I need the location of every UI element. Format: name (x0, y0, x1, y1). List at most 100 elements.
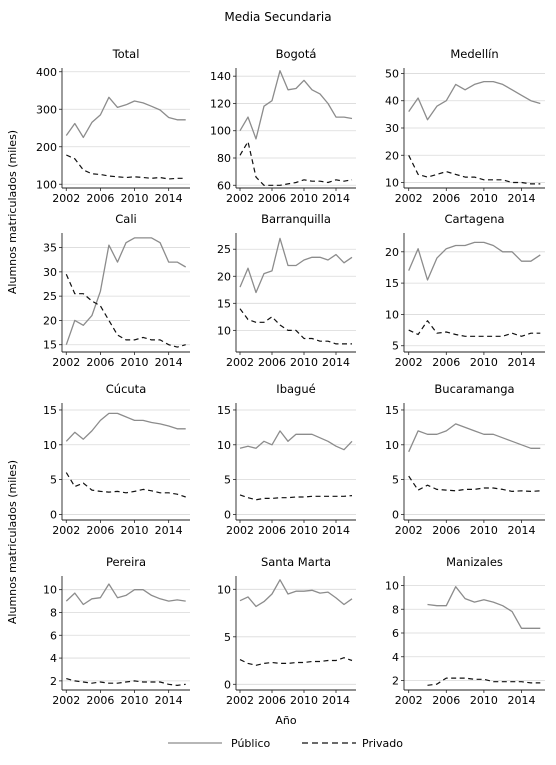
x-tick-label-cartagena: 2014 (508, 356, 536, 369)
series-line-privado-santa-marta (239, 657, 353, 666)
y-tick-label-santa-marta: 10 (217, 583, 231, 596)
y-tick-label-manizales: 10 (385, 580, 399, 593)
series-line-publico-ibague (239, 430, 353, 451)
series-line-publico-barranquilla (239, 237, 353, 294)
y-tick-label-manizales: 6 (392, 627, 399, 640)
y-tick-label-pereira: 6 (50, 629, 57, 642)
panel-ibague: Ibagué 0 5 10 15 2002 2006 2010 2014 (217, 382, 356, 537)
y-tick-label-barranquilla: 10 (217, 324, 231, 337)
x-tick-label-santa-marta: 2014 (322, 694, 350, 707)
y-tick-label-santa-marta: 5 (224, 631, 231, 644)
x-tick-label-bucaramanga: 2010 (470, 524, 498, 537)
y-tick-label-medellin: 20 (385, 149, 399, 162)
y-tick-label-bogota: 60 (217, 179, 231, 192)
series-line-privado-barranquilla (239, 308, 352, 345)
x-tick-label-santa-marta: 2010 (290, 694, 318, 707)
y-tick-label-bucaramanga: 10 (385, 439, 399, 452)
y-tick-label-cali: 25 (43, 290, 57, 303)
x-tick-label-ibague: 2006 (258, 524, 286, 537)
x-tick-label-ibague: 2010 (290, 524, 318, 537)
x-tick-label-santa-marta: 2002 (226, 694, 254, 707)
panel-bucaramanga: Bucaramanga 0 5 10 15 2002 2006 2010 2014 (385, 382, 545, 537)
series-line-publico-bogota (239, 70, 353, 140)
y-tick-label-santa-marta: 0 (224, 678, 231, 691)
y-tick-label-bogota: 140 (210, 70, 231, 83)
series-line-publico-cucuta (65, 412, 186, 442)
panel-santa-marta: Santa Marta 0 5 10 2002 2006 2010 2014 (217, 555, 356, 707)
panel-title-cali: Cali (115, 212, 136, 226)
x-tick-label-cucuta: 2006 (86, 524, 114, 537)
series-line-privado-bucaramanga (408, 475, 541, 492)
panel-cali: Cali 15 20 25 30 35 2002 2006 2010 2014 (43, 212, 190, 369)
series-line-privado-cali (65, 274, 186, 348)
x-tick-label-ibague: 2014 (322, 524, 350, 537)
x-tick-label-total: 2014 (155, 192, 183, 205)
x-tick-label-medellin: 2010 (470, 192, 498, 205)
y-tick-label-barranquilla: 20 (217, 270, 231, 283)
series-line-publico-pereira (65, 583, 186, 606)
x-tick-label-santa-marta: 2006 (258, 694, 286, 707)
series-line-privado-total (66, 154, 186, 180)
series-line-privado-manizales (427, 677, 541, 686)
y-tick-label-barranquilla: 15 (217, 297, 231, 310)
x-tick-label-pereira: 2010 (121, 694, 149, 707)
x-tick-label-total: 2006 (86, 192, 114, 205)
x-tick-label-manizales: 2014 (508, 694, 536, 707)
x-tick-label-cali: 2014 (155, 356, 183, 369)
y-tick-label-cucuta: 5 (50, 474, 57, 487)
series-line-privado-bogota (239, 141, 353, 186)
y-tick-label-total: 100 (36, 178, 57, 191)
panel-cartagena: Cartagena 5 10 15 20 2002 2006 2010 2014 (385, 212, 545, 369)
y-tick-label-ibague: 15 (217, 404, 231, 417)
panel-title-barranquilla: Barranquilla (261, 212, 331, 226)
y-tick-label-cali: 30 (43, 266, 57, 279)
y-tick-label-cucuta: 0 (50, 508, 57, 521)
legend-label-publico: Público (231, 737, 271, 750)
x-tick-label-bogota: 2010 (290, 192, 318, 205)
x-tick-label-manizales: 2010 (470, 694, 498, 707)
panel-bogota: Bogotá 60 80 100 120 140 2002 2006 2010 2014 (210, 47, 356, 205)
y-axis-label-bottom: Alumnos matriculados (miles) (6, 460, 19, 624)
x-tick-label-barranquilla: 2006 (258, 356, 286, 369)
x-tick-label-cucuta: 2002 (52, 524, 80, 537)
y-tick-label-ibague: 0 (224, 508, 231, 521)
x-axis-label: Año (275, 714, 296, 727)
y-tick-label-cartagena: 20 (385, 246, 399, 259)
panel-title-pereira: Pereira (106, 555, 146, 569)
panel-cucuta: Cúcuta 0 5 10 15 2002 2006 2010 2014 (43, 382, 190, 537)
x-tick-label-barranquilla: 2010 (290, 356, 318, 369)
y-tick-label-ibague: 10 (217, 439, 231, 452)
x-tick-label-total: 2002 (52, 192, 80, 205)
legend-label-privado: Privado (362, 737, 403, 750)
y-tick-label-total: 300 (36, 103, 57, 116)
x-tick-label-pereira: 2006 (86, 694, 114, 707)
y-tick-label-pereira: 2 (50, 675, 57, 688)
x-tick-label-medellin: 2002 (395, 192, 423, 205)
panel-title-cucuta: Cúcuta (106, 382, 147, 396)
series-line-privado-ibague (239, 494, 353, 501)
panel-pereira: Pereira 2 4 6 8 10 2002 2006 2010 2014 (43, 555, 190, 707)
x-tick-label-bogota: 2014 (322, 192, 350, 205)
y-tick-label-bucaramanga: 0 (392, 508, 399, 521)
y-tick-label-cali: 15 (43, 339, 57, 352)
x-tick-label-manizales: 2002 (395, 694, 423, 707)
y-tick-label-medellin: 30 (385, 122, 399, 135)
x-tick-label-cartagena: 2006 (432, 356, 460, 369)
y-tick-label-cucuta: 15 (43, 404, 57, 417)
x-tick-label-pereira: 2002 (52, 694, 80, 707)
x-tick-label-cali: 2010 (121, 356, 149, 369)
y-tick-label-bucaramanga: 5 (392, 474, 399, 487)
x-tick-label-ibague: 2002 (226, 524, 254, 537)
y-tick-label-cartagena: 15 (385, 277, 399, 290)
panel-title-medellin: Medellín (450, 47, 498, 61)
y-tick-label-ibague: 5 (224, 474, 231, 487)
x-tick-label-medellin: 2006 (432, 192, 460, 205)
x-tick-label-cartagena: 2002 (395, 356, 423, 369)
y-tick-label-medellin: 10 (385, 177, 399, 190)
x-tick-label-pereira: 2014 (155, 694, 183, 707)
y-tick-label-bucaramanga: 15 (385, 404, 399, 417)
y-tick-label-cartagena: 5 (392, 340, 399, 353)
x-tick-label-cucuta: 2010 (121, 524, 149, 537)
x-tick-label-bogota: 2006 (258, 192, 286, 205)
